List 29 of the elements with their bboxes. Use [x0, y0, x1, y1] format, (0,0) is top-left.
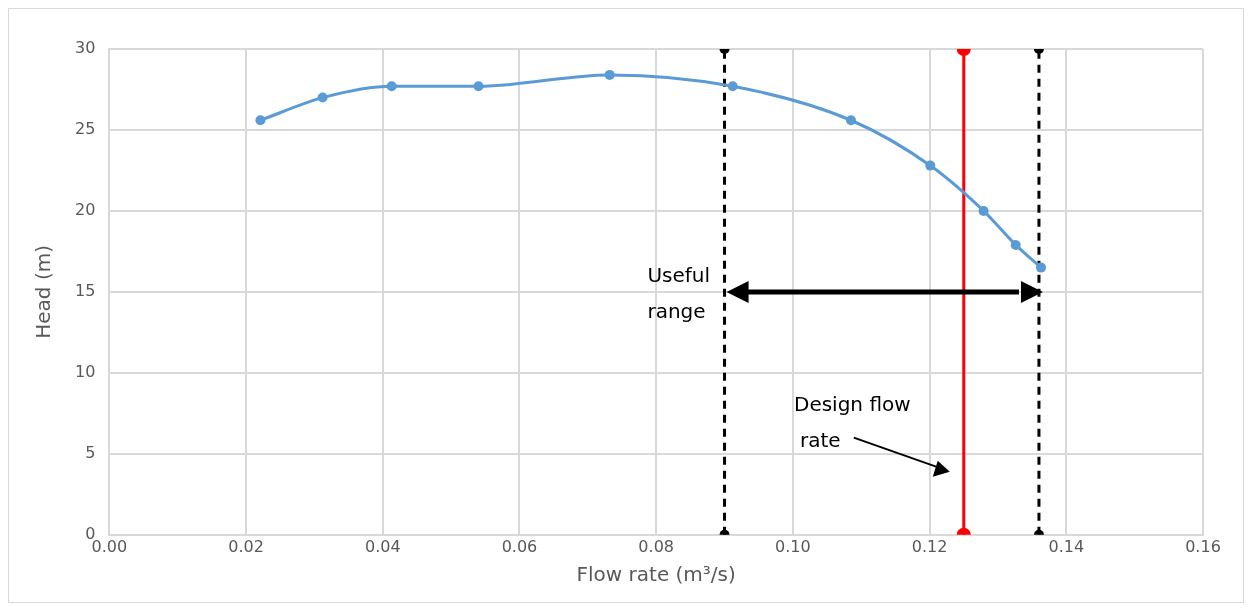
point	[317, 92, 328, 103]
x-tick-label: 0.06	[501, 536, 538, 556]
y-tick-label: 15	[75, 281, 96, 301]
point	[845, 115, 856, 126]
y-tick-label: 30	[75, 38, 96, 58]
x-tick-label: 0.04	[364, 536, 401, 556]
point	[255, 115, 266, 126]
point	[1010, 239, 1021, 250]
x-axis-title: Flow rate (m³/s)	[576, 562, 736, 587]
point	[473, 81, 484, 92]
point	[386, 81, 397, 92]
x-tick-label: 0.16	[1185, 536, 1221, 556]
x-tick-label: 0.02	[228, 536, 264, 556]
x-tick-label: 0.12	[911, 536, 948, 556]
annotation: Design flow rate	[793, 391, 911, 452]
annotation: Useful range	[647, 263, 711, 324]
y-tick-label: 25	[75, 119, 96, 139]
y-tick-label: 20	[75, 200, 96, 220]
x-tick-label: 0.14	[1048, 536, 1085, 556]
point	[925, 160, 936, 171]
y-axis-title: Head (m)	[31, 245, 56, 339]
point	[1036, 262, 1046, 273]
x-tick-label: 0.10	[775, 536, 811, 556]
point	[604, 69, 615, 80]
y-tick-label: 10	[75, 362, 96, 382]
y-tick-label: 5	[85, 442, 96, 462]
x-tick-label: 0.08	[638, 536, 674, 556]
point	[727, 81, 738, 92]
point	[978, 205, 989, 216]
